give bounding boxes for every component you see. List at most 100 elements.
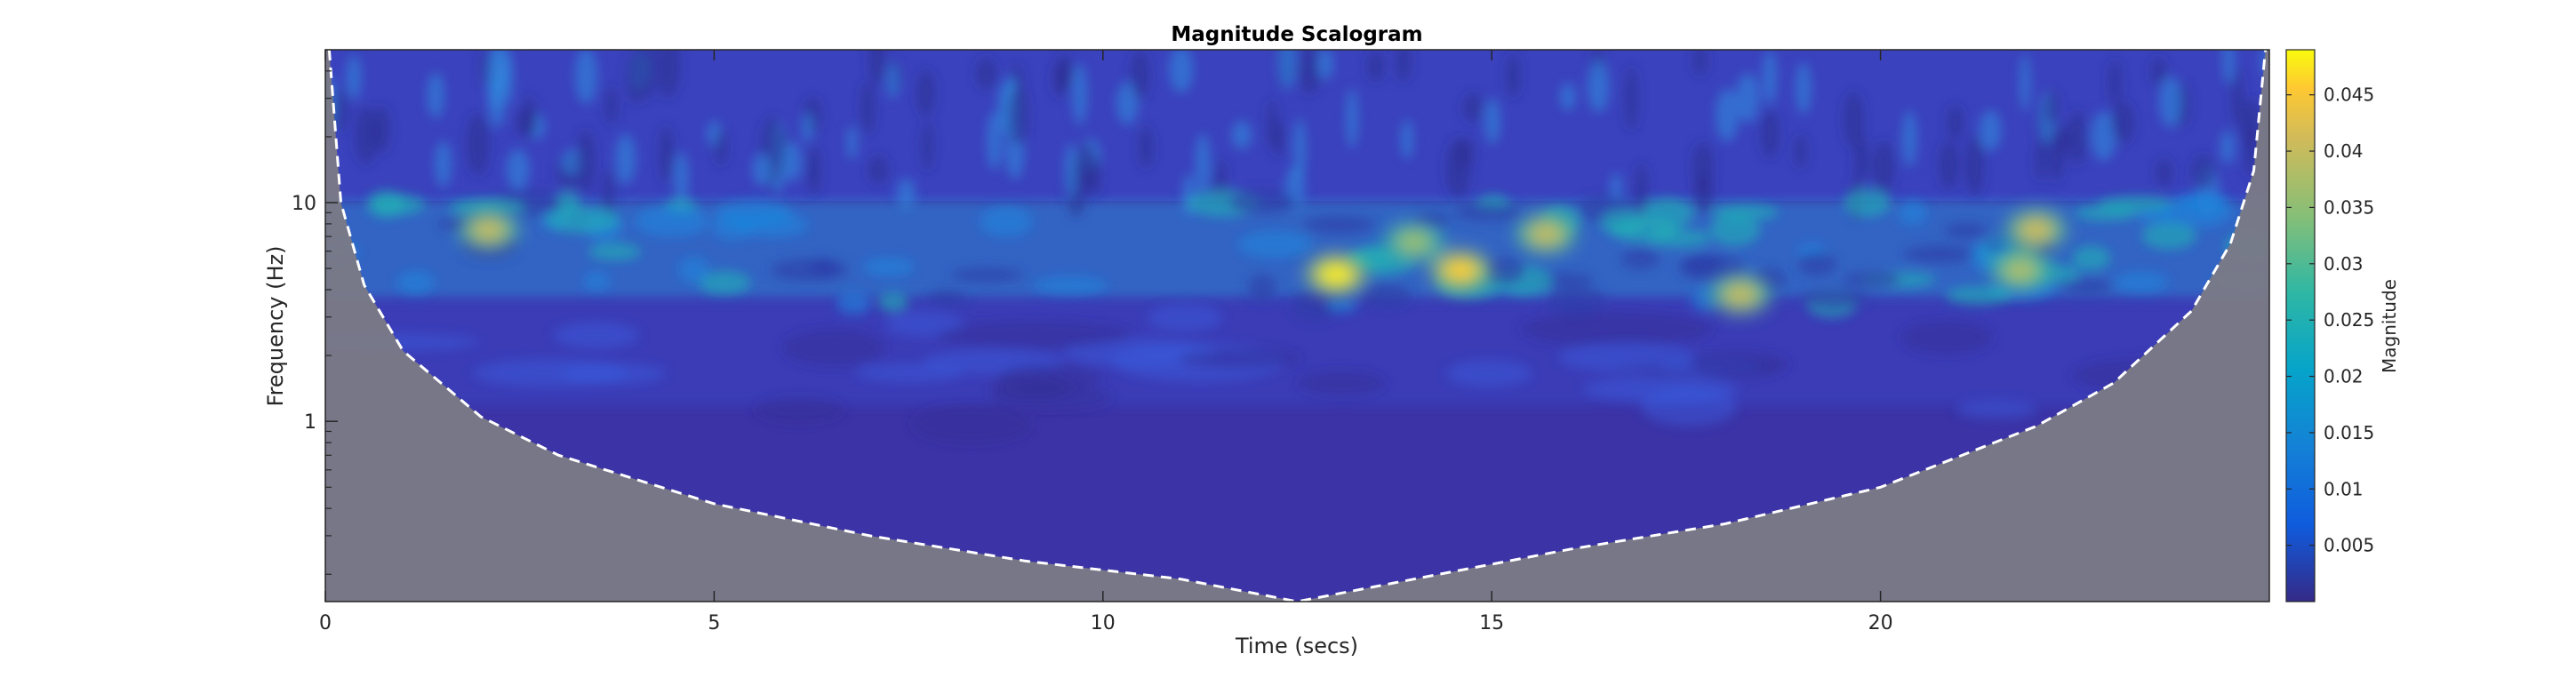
y-tick-label: 1 [304, 411, 316, 434]
texture-blob [655, 50, 680, 98]
texture-blob [1178, 348, 1301, 369]
texture-blob [1634, 164, 1648, 219]
texture-blob [678, 256, 709, 283]
texture-blob [1453, 203, 1523, 222]
texture-blob [659, 126, 674, 183]
texture-blob [860, 81, 876, 135]
texture-blob [1195, 132, 1211, 195]
texture-blob [584, 271, 611, 291]
peak-blob [1528, 221, 1564, 247]
texture-blob [1944, 222, 1988, 239]
texture-blob [1148, 304, 1223, 331]
texture-blob [1298, 50, 1322, 94]
texture-blob [2150, 57, 2167, 86]
texture-blob [781, 329, 886, 367]
texture-blob [715, 128, 728, 166]
texture-blob [1956, 400, 2038, 419]
texture-blob [1367, 50, 1385, 82]
texture-blob [576, 130, 596, 194]
texture-blob [1316, 50, 1334, 80]
texture-blob [1801, 288, 1869, 309]
texture-blob [1400, 119, 1413, 160]
texture-blob [2191, 155, 2216, 189]
texture-blob [355, 106, 378, 164]
axes-box [324, 49, 2270, 602]
chart-title: Magnitude Scalogram [1171, 23, 1422, 46]
texture-blob [1139, 125, 1154, 169]
texture-blob [1945, 286, 2012, 305]
texture-blob [1682, 254, 1722, 273]
texture-blob [372, 106, 390, 153]
texture-blob [836, 291, 871, 315]
texture-blob [975, 57, 996, 90]
texture-blob [2075, 205, 2136, 221]
texture-blob [488, 76, 506, 128]
texture-blob [515, 109, 537, 138]
colorbar-tick-label: 0.01 [2324, 478, 2364, 499]
texture-blob [912, 404, 1032, 443]
texture-blob [396, 270, 435, 295]
texture-blob [674, 151, 689, 204]
colorbar-tick-label: 0.03 [2324, 253, 2364, 275]
scalogram-peaks [458, 210, 2067, 315]
x-axis-label: Time (secs) [1235, 634, 1358, 658]
texture-blob [2020, 53, 2031, 112]
texture-blob [980, 206, 1033, 237]
texture-blob [506, 148, 531, 190]
texture-blob [1689, 351, 1789, 377]
texture-blob [1761, 108, 1780, 158]
texture-blob [996, 363, 1101, 392]
texture-blob [863, 257, 915, 277]
texture-blob [1116, 81, 1139, 125]
texture-blob [1130, 50, 1150, 100]
texture-blob [1692, 50, 1708, 76]
colorbar-tick-label: 0.035 [2324, 196, 2374, 218]
texture-blob [634, 205, 709, 237]
texture-blob [1979, 109, 2002, 152]
texture-blob [2244, 126, 2258, 179]
texture-blob [922, 121, 934, 171]
colorbar-tick-label: 0.015 [2324, 422, 2374, 443]
texture-blob [937, 321, 1132, 349]
texture-blob [1692, 142, 1714, 195]
texture-blob [1291, 291, 1340, 322]
texture-blob [2231, 68, 2244, 124]
texture-blob [2072, 245, 2111, 271]
texture-blob [2035, 141, 2047, 181]
texture-blob [1844, 187, 1892, 217]
texture-blob [472, 358, 627, 387]
texture-blob [1008, 86, 1029, 146]
texture-blob [752, 153, 773, 187]
texture-blob [1872, 140, 1895, 194]
texture-blob [1247, 274, 1277, 302]
texture-blob [1560, 83, 1576, 111]
x-tick-label: 5 [708, 612, 720, 634]
texture-blob [1445, 138, 1471, 199]
x-tick-label: 0 [319, 612, 332, 634]
texture-blob [1843, 271, 1902, 288]
y-tick-label: 10 [292, 193, 316, 215]
texture-blob [2044, 90, 2060, 125]
texture-blob [801, 112, 813, 143]
texture-blob [448, 198, 526, 216]
texture-blob [756, 396, 844, 422]
texture-blob [926, 290, 967, 307]
texture-blob [2222, 50, 2235, 84]
texture-blob [699, 270, 751, 295]
texture-blob [916, 69, 935, 117]
texture-blob [896, 178, 916, 209]
texture-blob [1797, 251, 1837, 276]
colorbar-tick-label: 0.025 [2324, 309, 2374, 331]
texture-blob [1709, 214, 1761, 246]
colorbar-tick-label: 0.02 [2324, 366, 2364, 387]
texture-blob [2220, 130, 2235, 164]
texture-blob [1853, 135, 1869, 184]
x-tick-label: 10 [1091, 612, 1116, 634]
texture-blob [466, 113, 490, 176]
texture-blob [1558, 342, 1695, 372]
texture-blob [2141, 222, 2196, 250]
texture-blob [427, 72, 445, 118]
texture-blob [1087, 157, 1101, 196]
plot-area [325, 50, 2269, 602]
